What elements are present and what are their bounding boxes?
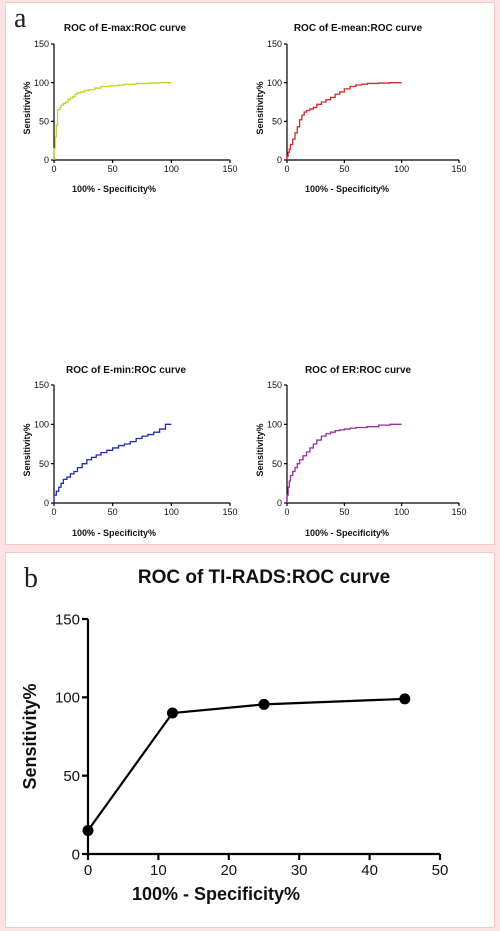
y-tick-label: 50 xyxy=(39,116,49,126)
x-tick-label: 50 xyxy=(432,862,449,879)
chart-5: ROC of TI-RADS:ROC curve 0 10 20 30 40 50 0 50 10… xyxy=(20,567,448,904)
x-axis-label: 100% - Specificity% xyxy=(305,528,389,538)
y-tick-label: 100 xyxy=(267,78,282,88)
x-tick-label: 20 xyxy=(220,862,237,879)
x-tick-label: 0 xyxy=(51,507,56,517)
x-tick-label: 0 xyxy=(51,164,56,174)
x-tick-label: 0 xyxy=(84,862,92,879)
y-tick-label: 100 xyxy=(34,78,49,88)
roc-curve-line xyxy=(286,82,402,160)
y-tick-label: 50 xyxy=(272,116,282,126)
y-tick-label: 150 xyxy=(34,380,49,390)
x-tick-label: 150 xyxy=(222,507,237,517)
data-point xyxy=(82,825,94,836)
y-tick-label: 150 xyxy=(55,611,80,628)
y-axis-label: Sensitivity% xyxy=(22,81,32,134)
y-tick-label: 100 xyxy=(55,690,80,707)
y-tick-label: 0 xyxy=(277,498,282,508)
x-tick-label: 40 xyxy=(361,862,378,879)
roc-curve-line xyxy=(87,697,405,832)
data-point xyxy=(166,707,178,719)
y-tick-label: 50 xyxy=(39,459,49,469)
y-tick-label: 150 xyxy=(267,39,282,49)
y-tick-label: 50 xyxy=(272,459,282,469)
y-tick-label: 0 xyxy=(44,155,49,165)
y-tick-label: 150 xyxy=(267,380,282,390)
y-axis-label: Sensitivity% xyxy=(22,423,32,476)
x-tick-label: 50 xyxy=(108,164,118,174)
chart-title: ROC of E-min:ROC curve xyxy=(66,365,186,376)
x-tick-label: 100 xyxy=(164,507,179,517)
x-tick-label: 0 xyxy=(284,507,289,517)
x-tick-label: 150 xyxy=(451,164,466,174)
x-axis-label: 100% - Specificity% xyxy=(305,184,389,194)
panel-a-label: a xyxy=(14,3,27,34)
chart-title: ROC of E-mean:ROC curve xyxy=(294,23,423,34)
x-tick-label: 50 xyxy=(339,164,349,174)
y-tick-label: 100 xyxy=(267,419,282,429)
y-tick-label: 0 xyxy=(44,498,49,508)
x-axis-label: 100% - Specificity% xyxy=(72,184,156,194)
y-tick-label: 0 xyxy=(72,846,80,863)
chart-title: ROC of E-max:ROC curve xyxy=(64,23,187,34)
y-tick-label: 50 xyxy=(63,768,80,785)
x-tick-label: 30 xyxy=(291,862,308,879)
chart-3: ROC of E-min:ROC curve 0 50 100 150 0 50 100 150… xyxy=(22,365,238,538)
panel-b-label: b xyxy=(24,563,38,594)
roc-curve-line xyxy=(286,423,402,503)
x-tick-label: 100 xyxy=(394,164,409,174)
x-axis-label: 100% - Specificity% xyxy=(72,528,156,538)
x-axis-label: 100% - Specificity% xyxy=(132,884,300,904)
chart-1: ROC of E-max:ROC curve 0 50 100 150 0 50 100 150… xyxy=(22,23,238,194)
y-axis-label: Sensitivity% xyxy=(255,423,265,476)
chart-title: ROC of TI-RADS:ROC curve xyxy=(138,567,390,588)
y-axis-label: Sensitivity% xyxy=(20,683,40,789)
x-tick-label: 10 xyxy=(150,862,167,879)
x-tick-label: 150 xyxy=(222,164,237,174)
x-tick-label: 50 xyxy=(108,507,118,517)
chart-title: ROC of ER:ROC curve xyxy=(305,365,412,376)
data-point xyxy=(399,693,411,705)
panel-b: b xyxy=(5,552,495,928)
roc-curve-line xyxy=(53,423,172,503)
x-tick-label: 0 xyxy=(284,164,289,174)
y-tick-label: 0 xyxy=(277,155,282,165)
x-tick-label: 50 xyxy=(339,507,349,517)
chart-4: ROC of ER:ROC curve 0 50 100 150 0 50 100 150 100… xyxy=(255,365,467,538)
y-tick-label: 100 xyxy=(34,419,49,429)
roc-curve-line xyxy=(53,82,172,160)
data-point xyxy=(258,698,270,710)
panel-a: a xyxy=(5,2,495,545)
chart-2: ROC of E-mean:ROC curve 0 50 100 150 0 50 100 15… xyxy=(255,23,467,194)
y-axis-label: Sensitivity% xyxy=(255,81,265,134)
x-tick-label: 100 xyxy=(164,164,179,174)
y-tick-label: 150 xyxy=(34,39,49,49)
x-tick-label: 100 xyxy=(394,507,409,517)
x-tick-label: 150 xyxy=(451,507,466,517)
